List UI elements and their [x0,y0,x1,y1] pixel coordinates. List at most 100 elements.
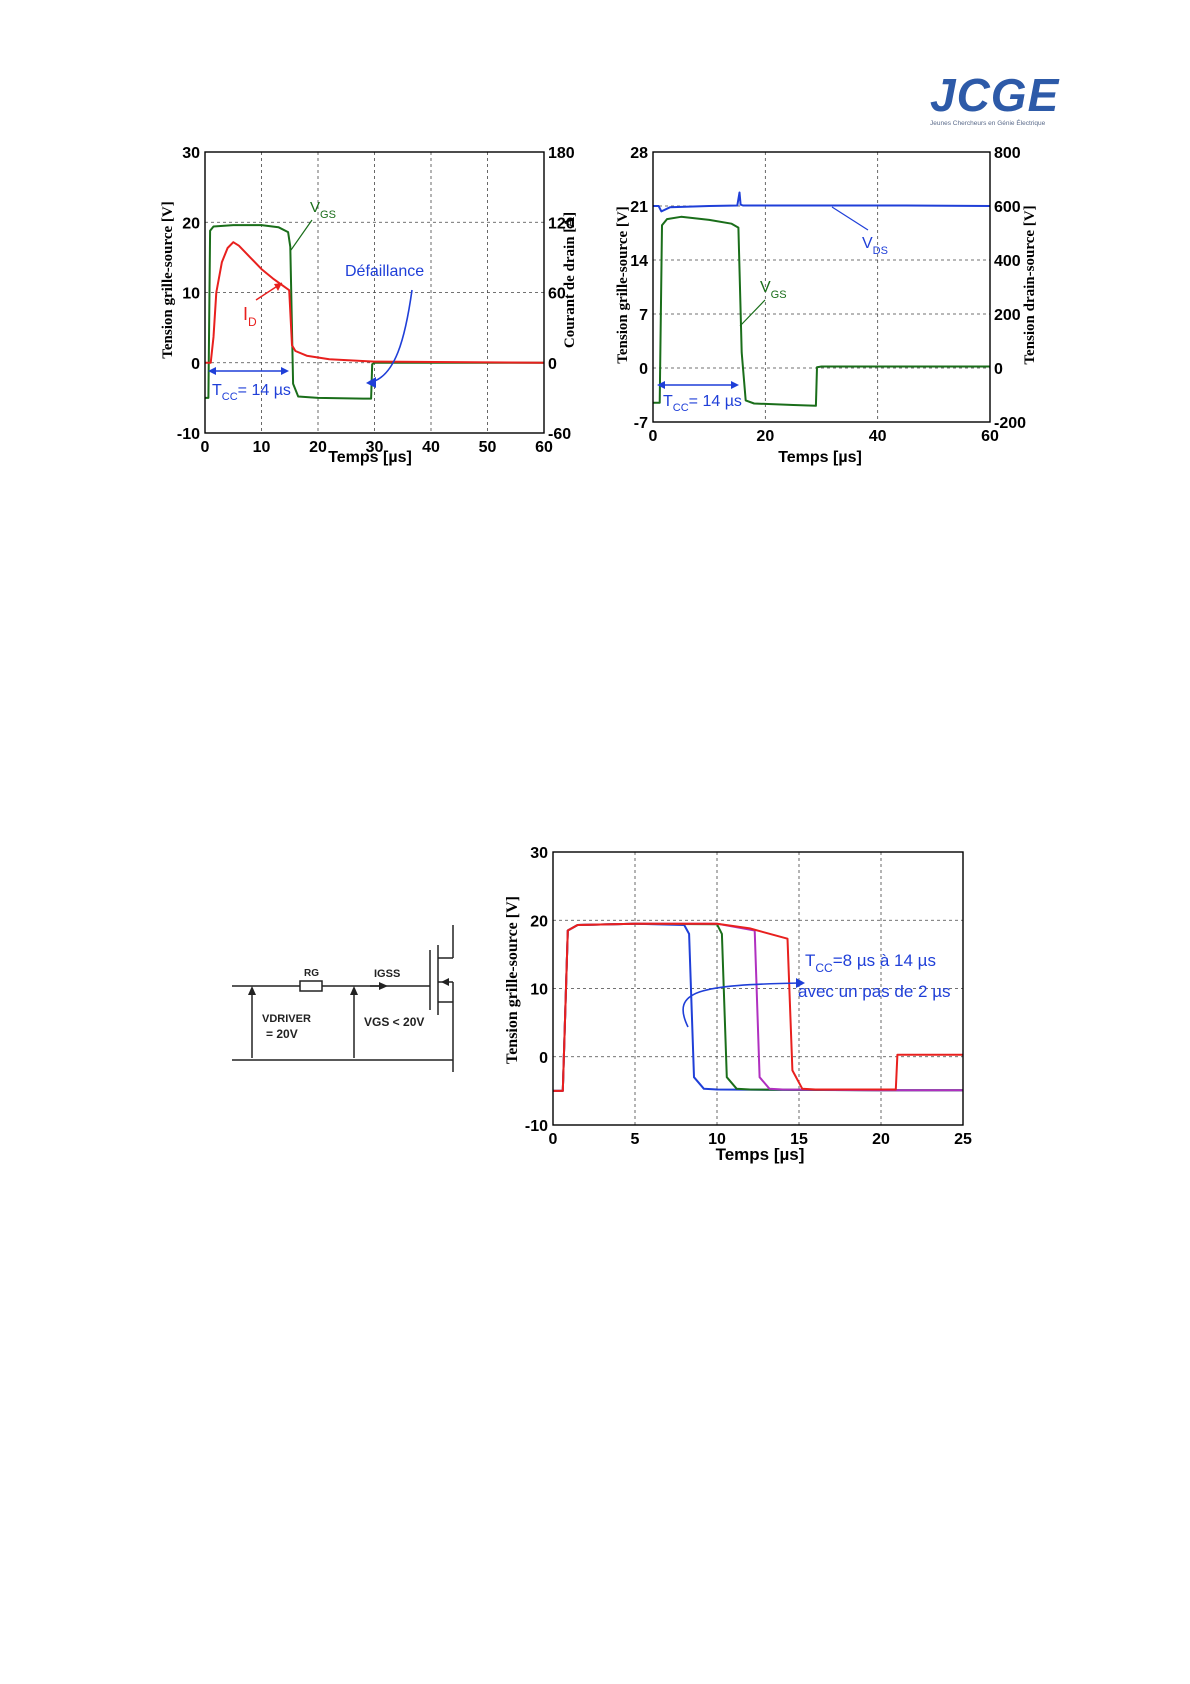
chart1-y2tick-1: 0 [548,356,557,373]
chart3-annot-tcc-text: T [805,951,815,970]
chart3-series [553,922,963,1092]
chart3-annot-arrow [682,982,801,1028]
svg-text:ID: ID [243,304,257,329]
chart2-annot-tcc-sub: CC [673,402,689,414]
chart2-y2label: Tension drain-source [V] [1022,205,1038,364]
chart2-xtick-0: 0 [649,428,658,445]
jcge-logo: JCGE Jeunes Chercheurs en Génie Électriq… [930,72,1080,128]
chart1-series-1 [205,241,545,364]
chart2-annot-tcc-arrowhead-left [657,381,665,389]
chart3-series-0 [553,922,963,1092]
chart1-annot-tcc-rest: = 14 µs [238,382,291,399]
svg-text:TCC=8 µs à 14 µs: TCC=8 µs à 14 µs [805,951,936,975]
chart2-xlabel: Temps [µs] [778,449,862,466]
chart1-annot-tcc-arrowhead-left [208,367,216,375]
logo-text: JCGE [930,69,1060,121]
chart1-ytick-1: 0 [191,356,200,373]
chart3-xtick-1: 5 [631,1131,640,1148]
chart2-ytick-5: 28 [630,145,648,162]
chart1-xlabel: Temps [µs] [328,449,412,466]
chart2-annot-tcc-text: T [663,393,673,410]
chart2-series-1 [653,191,991,213]
chart2-y2tick-2: 200 [994,307,1021,324]
chart3-ytick-3: 20 [530,913,548,930]
chart2-annot-vgs: VGS [760,279,787,301]
chart3-annot-tcc: TCC=8 µs à 14 µs [805,951,936,975]
chart2-ytick-1: 0 [639,361,648,378]
chart2-series [653,191,991,407]
chart2-series-0 [653,215,990,407]
chart1-annot-tcc: TCC= 14 µs [212,382,291,403]
chart3-ylabel: Tension grille-source [V] [504,896,521,1064]
chart2-annot-vgs-text: V [760,279,771,296]
chart3-xlabel: Temps [µs] [716,1145,805,1164]
svg-text:VGS: VGS [310,199,336,221]
chart3-xtick-3: 15 [790,1131,808,1148]
circuit-vdriver-value: = 20V [266,1027,298,1041]
chart2-y2tick-4: 600 [994,199,1021,216]
chart2-annot-tcc: TCC= 14 µs [663,393,742,414]
chart3-ytick-1: 0 [539,1050,548,1067]
svg-text:VDS: VDS [862,235,888,257]
chart2-annot-vgs-sub: GS [771,289,787,301]
chart3-xtick-4: 20 [872,1131,890,1148]
chart3-xtick-2: 10 [708,1131,726,1148]
chart1-annot-id-arrowhead [274,283,282,291]
chart1-ytick-3: 20 [182,215,200,232]
chart1-ytick-4: 30 [182,145,200,162]
chart3-series-1 [553,922,963,1092]
chart2-xtick-2: 40 [869,428,887,445]
svg-text:VGS: VGS [760,279,787,301]
chart1-series-0 [205,224,544,400]
chart3-annot-tcc-rest: =8 µs à 14 µs [833,951,936,970]
chart2-xtick-3: 60 [981,428,999,445]
chart3-series-2 [553,922,963,1092]
chart2-ytick-2: 7 [639,307,648,324]
circuit-vgs-label: VGS < 20V [364,1015,424,1029]
chart2-ytick-3: 14 [630,253,648,270]
chart1-y2tick-3: 120 [548,215,575,232]
chart2-y2tick-3: 400 [994,253,1021,270]
circuit-rg-resistor [299,980,323,992]
chart1-y2tick-0: -60 [548,426,571,443]
chart2-annot-vds: VDS [862,235,888,257]
chart1-annot-tcc-sub: CC [222,391,238,403]
chart1-y2tick-4: 180 [548,145,575,162]
chart1-annot-vgs-pointer [290,219,313,251]
chart2-y2tick-1: 0 [994,361,1003,378]
circuit-body-arrowhead [441,978,449,986]
chart1-xtick-5: 50 [479,439,497,456]
chart3-frame [552,851,964,1126]
chart1-annot-vgs-sub: GS [320,209,336,221]
chart3-ytick-4: 30 [530,845,548,862]
chart1-annot-id-sub: D [248,315,257,329]
circuit-vdriver-arrowhead [248,986,256,995]
chart1-annot-defaillance: Défaillance [345,263,424,280]
chart3-xtick-0: 0 [549,1131,558,1148]
chart1-annot-vgs: VGS [310,199,336,221]
chart2-ytick-4: 21 [630,199,648,216]
circuit-vdriver-label: VDRIVER [262,1013,311,1025]
chart2-annot-vds-sub: DS [873,245,888,257]
chart2-y2tick-0: -200 [994,415,1026,432]
chart1-xtick-2: 20 [309,439,327,456]
chart1-annot-vgs-text: V [310,199,320,216]
circuit-rg-label: RG [304,968,319,979]
chart1-annot-id: ID [243,304,257,329]
circuit-vgs-arrowhead [350,986,358,995]
chart1-annot-defaillance-arrowhead [366,377,376,388]
chart1-xtick-3: 30 [366,439,384,456]
chart1-xtick-4: 40 [422,439,440,456]
chart1-ylabel: Tension grille-source [V] [160,201,176,359]
chart1-annot-id-arrow [255,282,283,301]
chart3-annot-tcc-sub: CC [815,961,833,975]
svg-text:TCC= 14 µs: TCC= 14 µs [663,393,742,414]
chart2-annot-vgs-pointer [739,299,766,327]
chart3-series-3 [553,922,963,1092]
chart2-annot-tcc-arrowhead-right [731,381,739,389]
